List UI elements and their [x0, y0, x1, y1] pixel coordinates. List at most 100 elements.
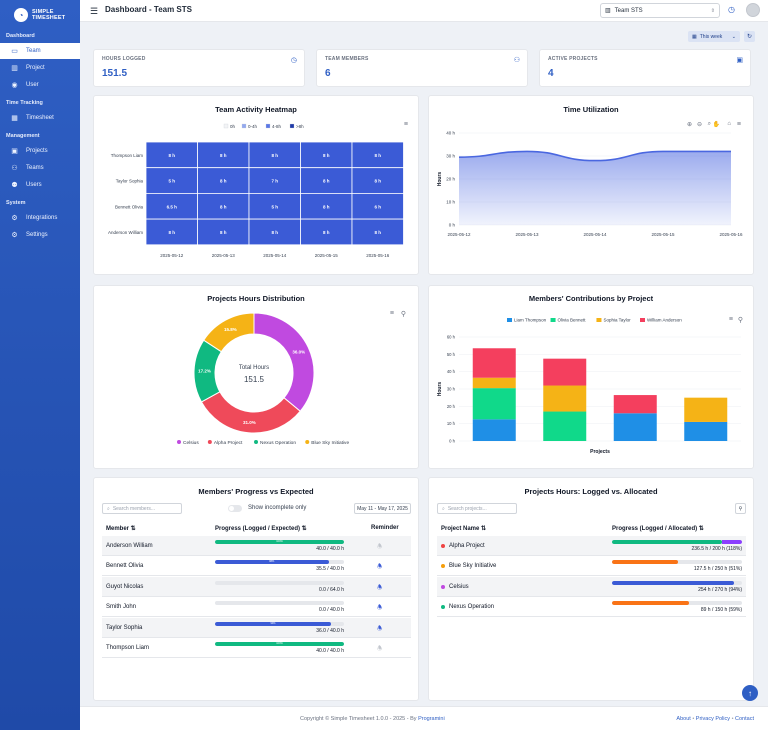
area-fill [459, 151, 731, 225]
author-link[interactable]: Programini [418, 716, 445, 722]
search-icon: ⌕ [442, 505, 445, 512]
heatmap-legend: 0h 0-4h 4-8h >8h [223, 123, 304, 129]
bell-icon[interactable]: 🕭 [377, 564, 383, 571]
pan-icon[interactable]: ✋ [712, 122, 720, 128]
y-tick-label: 40 h [447, 369, 456, 374]
heatmap-cell-value: 8 h [323, 153, 330, 158]
col-project-progress[interactable]: Progress (Logged / Allocated) ⇅ [612, 526, 704, 532]
clock-icon: ◷ [290, 57, 297, 64]
stat-value: 4 [548, 68, 554, 79]
filter-button[interactable]: ⚲ [735, 503, 746, 514]
refresh-button[interactable]: ↻ [744, 31, 755, 42]
team-select[interactable]: ▥ Team STS ⇳ [600, 3, 720, 18]
donut-slice-label: 31.0% [243, 420, 256, 425]
zoom-in-icon[interactable]: ⊕ [686, 122, 693, 128]
week-select[interactable]: ▦ This week ⌄ [688, 31, 740, 42]
progress-bar [612, 601, 742, 606]
project-hours-card: Projects Hours: Logged vs. Allocated ⌕ S… [428, 477, 754, 701]
heatmap-row-label: Thompson Liam [111, 153, 144, 158]
menu-icon[interactable]: ≡ [403, 121, 408, 128]
sidebar-item-users[interactable]: ⚉ Users [0, 177, 80, 193]
col-reminder: Reminder [371, 525, 399, 531]
bar-segment [684, 421, 728, 441]
project-color-dot [441, 605, 445, 610]
filter-icon: ⚲ [738, 505, 743, 512]
col-progress[interactable]: Progress (Logged / Expected) ⇅ [215, 526, 307, 532]
zoom-out-icon[interactable]: ⊖ [696, 122, 702, 128]
heatmap-date-label: 2025-05-13 [212, 253, 236, 258]
progress-bar [215, 601, 344, 606]
date-range-button[interactable]: May 11 - May 17, 2025 [354, 503, 411, 514]
privacy-link[interactable]: Privacy Policy [695, 716, 731, 722]
legend-label: Blue Sky Initiative [311, 440, 349, 446]
project-search-input[interactable]: ⌕ Search projects... [437, 503, 517, 514]
progress-bar-fill: 100% [215, 540, 344, 544]
donut-slice [203, 312, 255, 353]
nav-section-title: Time Tracking [6, 100, 43, 106]
sidebar-item-settings[interactable]: ⚙ Settings [0, 227, 80, 243]
sidebar-item-integrations[interactable]: ⚙ Integrations [0, 210, 80, 226]
progress-text: 36.0 / 40.0 h [316, 627, 344, 634]
scroll-top-button[interactable]: ↑ [742, 685, 758, 701]
app-logo[interactable]: ◔ SIMPLE TIMESHEET [0, 0, 80, 26]
sidebar-item-timesheet[interactable]: ▦ Timesheet [0, 110, 80, 126]
legend-label: Alpha Project [214, 440, 243, 446]
heatmap-cell-value: 8 h [220, 230, 227, 235]
bell-icon[interactable]: 🕭 [377, 584, 383, 591]
heatmap-chart: 0h 0-4h 4-8h >8h Thompson Liam 8 h 8 h 8 h 8 h 8 … [108, 123, 404, 258]
bar-segment [472, 388, 516, 420]
table-row: Blue Sky Initiative 127.5 h / 250 h (51%) [437, 556, 746, 577]
heatmap-cell-value: 8 h [271, 153, 278, 158]
donut-title: Projects Hours Distribution [207, 294, 305, 303]
bar-segment [543, 411, 587, 441]
y-tick-label: 0 h [449, 439, 455, 444]
menu-toggle-icon[interactable]: ☰ [90, 6, 99, 16]
sidebar-item-teams[interactable]: ⚇ Teams [0, 160, 80, 176]
heatmap-cell [351, 193, 404, 220]
search-zoom-icon[interactable]: ⌕ [707, 121, 711, 127]
legend-swatch [507, 318, 512, 322]
menu-icon[interactable]: ≡ [389, 310, 394, 317]
clock-icon[interactable]: ◷ [728, 5, 735, 14]
member-contributions-card: Members' Contributions by Project ≡ ⚲ Li… [428, 285, 754, 469]
col-member[interactable]: Member ⇅ [106, 526, 136, 532]
bar-segment [472, 419, 516, 441]
filter-icon[interactable]: ⚲ [400, 311, 406, 318]
filter-icon[interactable]: ⚲ [737, 317, 743, 324]
legend-swatch [265, 123, 271, 129]
menu-icon[interactable]: ≡ [728, 316, 733, 323]
legend-label: Sophia Taylor [603, 318, 631, 323]
contact-link[interactable]: Contact [735, 716, 754, 722]
arrow-up-icon: ↑ [748, 688, 752, 698]
avatar[interactable] [746, 3, 760, 17]
plug-icon: ⚙ [11, 215, 18, 222]
member-search-input[interactable]: ⌕ Search members... [102, 503, 182, 514]
home-icon[interactable]: ⌂ [727, 121, 731, 127]
sidebar-item-user[interactable]: ◉ User [0, 77, 80, 93]
menu-icon[interactable]: ≡ [736, 121, 741, 128]
y-tick-label: 60 h [447, 335, 456, 340]
footer: Copyright © Simple Timesheet 1.0.0 - 202… [80, 706, 768, 730]
sidebar-item-team[interactable]: ▭ Team [0, 43, 80, 59]
project-name: Alpha Project [449, 543, 485, 549]
col-project-name[interactable]: Project Name ⇅ [441, 526, 487, 532]
bar-segment [472, 348, 516, 378]
user-circle-icon: ◉ [11, 82, 18, 89]
bell-icon[interactable]: 🕭 [377, 605, 383, 612]
y-tick-label: 30 h [446, 154, 455, 159]
stat-label: TEAM MEMBERS [325, 56, 369, 62]
legend-label: Olivia Bennett [558, 318, 587, 323]
donut-center-value: 151.5 [244, 375, 265, 384]
progress-text: 0.0 / 40.0 h [318, 607, 344, 614]
refresh-icon: ↻ [746, 34, 753, 40]
team-select-value: Team STS [614, 7, 643, 14]
x-tick-label: 2025-05-13 [515, 232, 539, 237]
copyright-text: Copyright © Simple Timesheet 1.0.0 - 202… [300, 716, 419, 722]
sidebar-item-projects[interactable]: ▣ Projects [0, 143, 80, 159]
about-link[interactable]: About [676, 716, 691, 722]
time-util-chart: 0 h 10 h 20 h 30 h 40 h 2025-05-12 2025-05-13 2… [437, 131, 743, 238]
bell-icon[interactable]: 🕭 [377, 625, 383, 632]
sidebar-item-project[interactable]: ▥ Project [0, 60, 80, 76]
incomplete-toggle[interactable] [228, 505, 242, 512]
heatmap-cell [248, 193, 301, 220]
